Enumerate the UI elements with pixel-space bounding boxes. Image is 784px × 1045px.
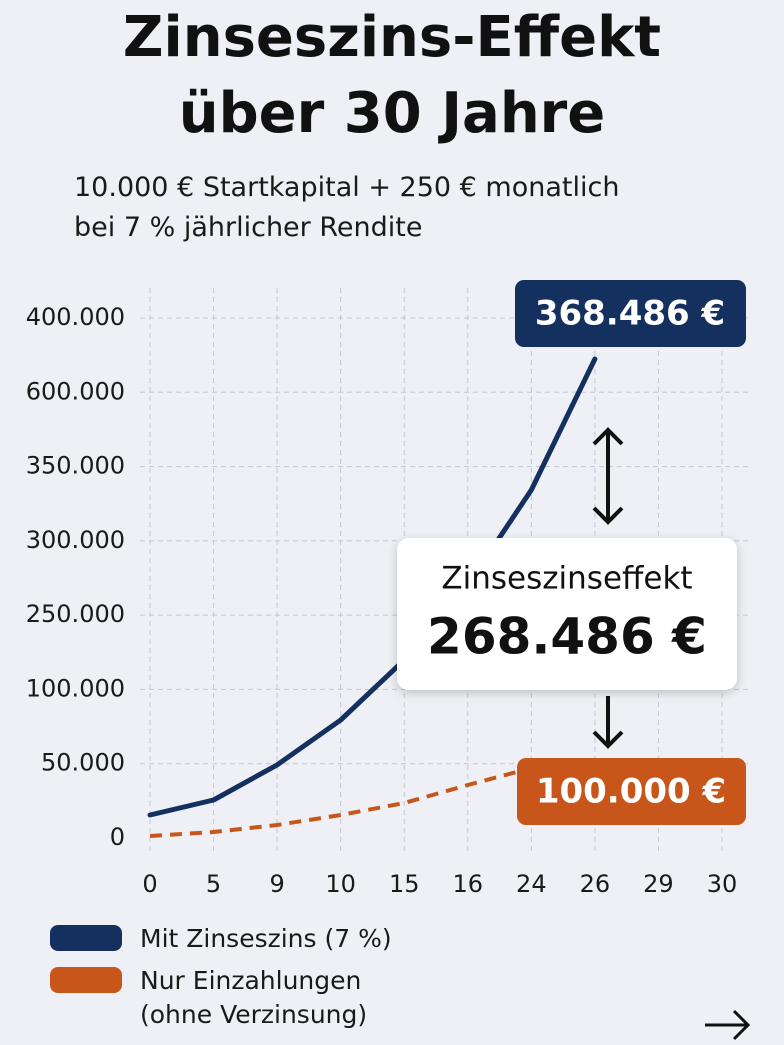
x-tick-label: 26 (580, 870, 611, 898)
legend: Mit Zinseszins (7 %) Nur Einzahlungen (oh… (50, 922, 392, 1040)
arrow-head (592, 427, 624, 446)
value-badge (515, 280, 746, 347)
y-tick-label: 0 (110, 823, 125, 851)
x-tick-label: 29 (643, 870, 674, 898)
x-tick-label: 0 (142, 870, 157, 898)
arrow-head (592, 506, 624, 525)
value-badge-text: 368.486 € (535, 294, 725, 334)
arrow-head (592, 730, 624, 749)
legend-item: Mit Zinseszins (7 %) (50, 922, 392, 956)
x-tick-label: 24 (516, 870, 547, 898)
callout-value: 268.486 € (427, 608, 707, 666)
x-tick-label: 10 (325, 870, 356, 898)
x-tick-label: 9 (269, 870, 284, 898)
x-tick-label: 15 (389, 870, 420, 898)
y-tick-label: 400.000 (26, 303, 125, 331)
legend-swatch (50, 967, 122, 993)
x-tick-label: 16 (453, 870, 484, 898)
y-tick-label: 100.000 (26, 674, 125, 702)
legend-item: Nur Einzahlungen (ohne Verzinsung) (50, 964, 392, 1032)
legend-swatch (50, 925, 122, 951)
value-badge (517, 758, 746, 825)
y-tick-label: 300.000 (26, 526, 125, 554)
series-line (147, 356, 598, 818)
chart-subtitle: 10.000 € Startkapital + 250 € monatlich … (74, 172, 620, 243)
y-tick-label: 350.000 (26, 452, 125, 480)
callout-label: Zinseszinseffekt (441, 561, 692, 597)
legend-label: Nur Einzahlungen (ohne Verzinsung) (140, 966, 368, 1029)
y-tick-label: 250.000 (26, 600, 125, 628)
y-tick-label: 50.000 (41, 749, 125, 777)
value-badge-text: 100.000 € (536, 772, 726, 812)
arrow (705, 1009, 751, 1041)
x-tick-label: 30 (707, 870, 738, 898)
x-tick-label: 5 (206, 870, 221, 898)
legend-label: Mit Zinseszins (7 %) (140, 924, 392, 953)
chart-title: Zinseszins-Effekt über 30 Jahre (122, 5, 662, 146)
y-tick-label: 600.000 (26, 377, 125, 405)
callout-box (397, 538, 737, 690)
series-line (149, 766, 532, 838)
